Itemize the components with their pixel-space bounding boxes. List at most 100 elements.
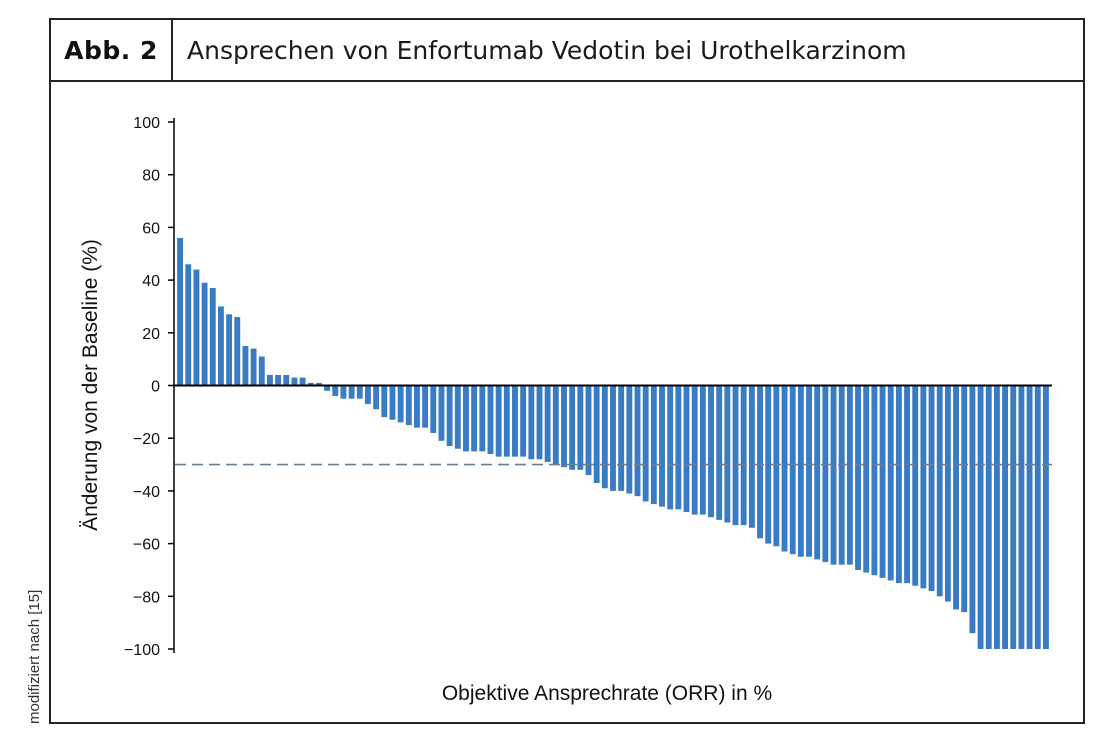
bar: [650, 385, 657, 505]
bar: [242, 345, 249, 386]
bar: [332, 385, 339, 397]
bar: [283, 374, 290, 386]
bar: [846, 385, 853, 565]
bar: [193, 269, 200, 386]
bar: [307, 382, 314, 386]
bar: [806, 385, 812, 557]
bar: [797, 385, 804, 557]
bar: [528, 385, 535, 460]
bar: [479, 385, 486, 452]
x-axis-title: Objektive Ansprechrate (ORR) in %: [442, 682, 772, 705]
bar: [258, 356, 265, 386]
bar: [904, 385, 910, 584]
bar: [936, 385, 943, 597]
bar: [773, 385, 780, 547]
bar: [740, 385, 747, 526]
bar: [887, 385, 894, 581]
bar: [601, 385, 608, 489]
bar: [944, 385, 951, 602]
bar: [871, 385, 878, 576]
bar: [659, 385, 665, 507]
bar: [708, 385, 714, 518]
bars-group: [177, 237, 1049, 649]
bar: [217, 306, 224, 386]
bar: [1018, 385, 1025, 649]
bar: [471, 385, 478, 452]
bar: [405, 385, 412, 426]
bar: [373, 385, 380, 410]
bar: [610, 385, 616, 491]
bar: [977, 385, 984, 649]
bar: [503, 385, 510, 457]
bar: [593, 385, 600, 483]
bar: [1042, 385, 1049, 649]
bar: [185, 264, 192, 386]
bar: [961, 385, 968, 613]
bar: [822, 385, 829, 563]
bar: [365, 385, 371, 404]
figure-header: Abb. 2 Ansprechen von Enfortumab Vedotin…: [51, 20, 1083, 82]
y-tick-label: 100: [133, 115, 160, 132]
bar: [863, 385, 870, 573]
y-tick-label: −80: [133, 589, 160, 606]
bar: [691, 385, 698, 515]
bar: [340, 385, 347, 399]
bar: [1034, 385, 1041, 649]
bar: [577, 385, 584, 470]
bar: [699, 385, 706, 515]
bar: [928, 385, 935, 592]
bar: [585, 385, 592, 476]
bar: [716, 385, 723, 520]
bar: [356, 385, 363, 399]
bar: [201, 282, 208, 386]
y-tick-label: 60: [142, 220, 160, 237]
bar: [683, 385, 690, 512]
bar: [446, 385, 453, 447]
bar: [1026, 385, 1033, 649]
bar: [985, 385, 992, 649]
bar: [438, 385, 445, 441]
bar: [414, 385, 420, 428]
bar: [895, 385, 902, 584]
figure-frame: Abb. 2 Ansprechen von Enfortumab Vedotin…: [49, 18, 1085, 724]
bar: [993, 385, 1000, 649]
bar: [561, 385, 567, 468]
bar: [642, 385, 649, 502]
bar: [536, 385, 543, 460]
bar: [544, 385, 551, 462]
figure-title: Ansprechen von Enfortumab Vedotin bei Ur…: [187, 35, 907, 65]
bar: [757, 385, 763, 539]
bar: [732, 385, 739, 526]
bar: [454, 385, 461, 449]
bar: [626, 385, 633, 494]
y-axis-title: Änderung von der Baseline (%): [79, 239, 102, 531]
y-tick-label: 0: [151, 379, 160, 396]
y-tick-label: −40: [133, 484, 160, 501]
bar: [389, 385, 396, 420]
bar: [569, 385, 576, 470]
bar: [667, 385, 674, 510]
bar: [250, 348, 257, 386]
bar: [634, 385, 641, 497]
bar: [430, 385, 437, 433]
y-tick-label: −20: [133, 431, 160, 448]
bar: [299, 377, 306, 386]
bar: [748, 385, 755, 528]
bar: [495, 385, 502, 457]
bar: [275, 374, 282, 386]
y-tick-label: 20: [142, 326, 160, 343]
bar: [226, 314, 233, 386]
bar: [1002, 385, 1009, 649]
y-tick-label: 40: [142, 273, 160, 290]
bar: [463, 385, 469, 452]
bar: [324, 385, 331, 391]
y-axis-ticks: 100 80 60 40 20 0 −20 −40 −60 −80 −100: [124, 115, 174, 659]
bar: [879, 385, 886, 578]
y-tick-label: −100: [124, 642, 160, 659]
bar: [291, 377, 298, 386]
bar: [397, 385, 404, 423]
bar: [316, 382, 322, 386]
bar: [348, 385, 355, 399]
bar: [266, 374, 273, 386]
